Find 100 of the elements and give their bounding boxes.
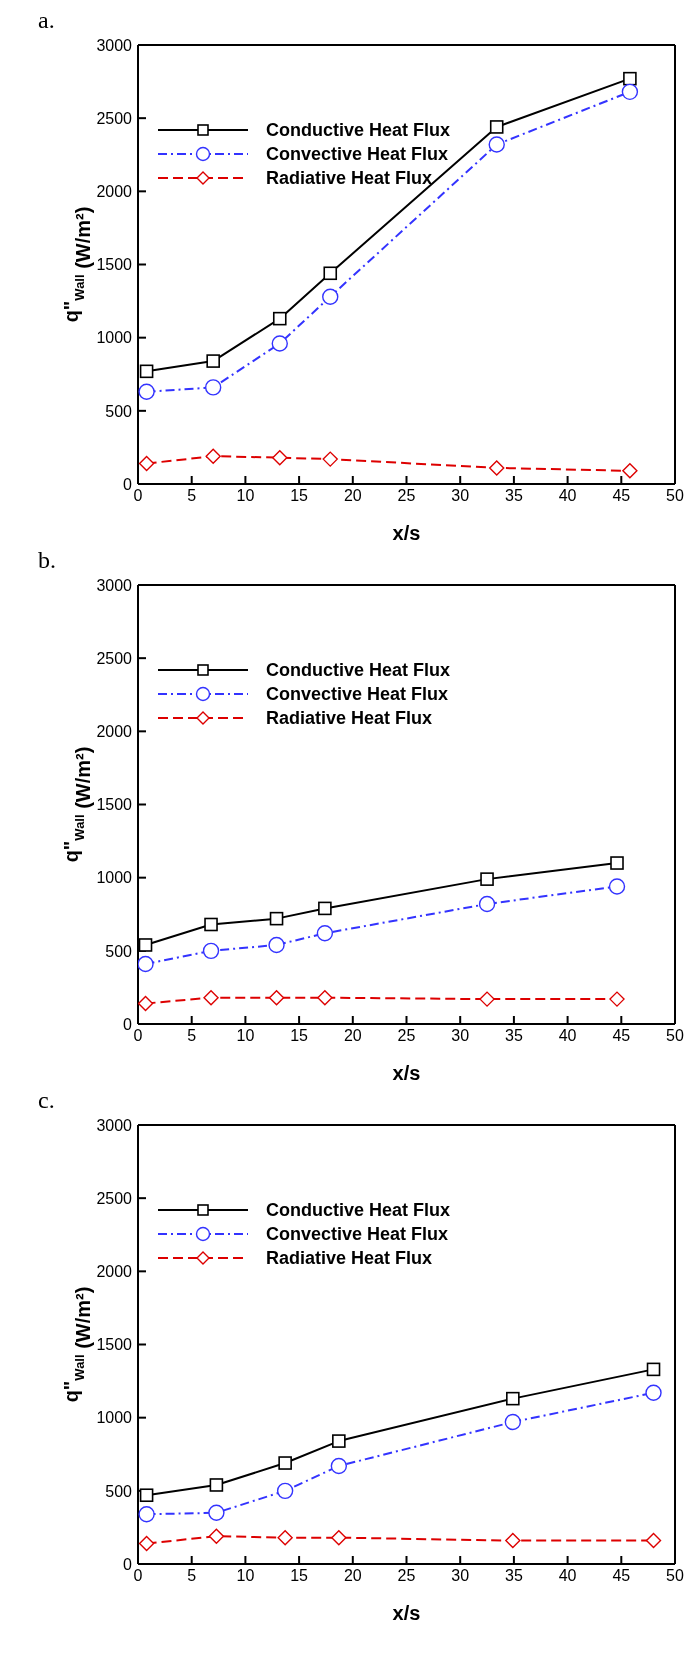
point xyxy=(610,856,624,870)
legend-label: Convective Heat Flux xyxy=(266,683,449,705)
point xyxy=(645,1384,662,1401)
point xyxy=(645,1532,662,1549)
y-tick-label: 3000 xyxy=(96,576,133,594)
y-tick-label: 2500 xyxy=(96,649,133,667)
x-tick-label: 40 xyxy=(558,1567,577,1585)
x-tick-label: 5 xyxy=(187,1027,197,1045)
point xyxy=(330,1457,348,1475)
legend-label: Convective Heat Flux xyxy=(266,1223,449,1245)
point xyxy=(139,1488,154,1503)
y-tick-label: 2500 xyxy=(96,1189,133,1207)
point xyxy=(322,451,338,467)
point xyxy=(506,1391,520,1406)
point xyxy=(489,120,504,134)
point xyxy=(622,463,638,479)
x-tick-label: 30 xyxy=(451,487,470,505)
x-tick-label: 50 xyxy=(666,1567,684,1585)
chart-title: b. xyxy=(38,547,57,573)
x-tick-label: 25 xyxy=(397,487,416,505)
point xyxy=(621,83,639,101)
point xyxy=(269,911,284,926)
y-tick-label: 1000 xyxy=(96,869,133,887)
y-tick-label: 0 xyxy=(123,1555,133,1573)
legend-label: Convective Heat Flux xyxy=(266,143,449,165)
point xyxy=(278,1456,292,1470)
point xyxy=(203,989,219,1006)
point xyxy=(208,1528,225,1544)
y-tick-label: 2000 xyxy=(96,1263,133,1281)
x-tick-label: 5 xyxy=(187,487,197,505)
x-tick-label: 10 xyxy=(236,1027,255,1045)
legend-label: Radiative Heat Flux xyxy=(266,707,433,729)
x-tick-label: 50 xyxy=(666,487,684,505)
y-tick-label: 2000 xyxy=(96,183,133,201)
legend-label: Conductive Heat Flux xyxy=(266,1199,451,1221)
y-tick-label: 1000 xyxy=(96,329,133,347)
y-tick-label: 0 xyxy=(123,475,133,493)
point xyxy=(322,288,339,305)
point xyxy=(138,1506,155,1523)
y-tick-label: 1500 xyxy=(96,1336,133,1354)
y-tick-label: 1000 xyxy=(96,1409,133,1427)
x-tick-label: 25 xyxy=(397,1567,416,1585)
x-tick-label: 10 xyxy=(236,1567,255,1585)
x-tick-label: 50 xyxy=(666,1027,684,1045)
x-tick-label: 30 xyxy=(451,1567,470,1585)
x-tick-label: 30 xyxy=(451,1027,470,1045)
point xyxy=(272,449,288,466)
chart-title: a. xyxy=(38,7,56,33)
point xyxy=(271,335,288,352)
y-tick-label: 2000 xyxy=(96,723,133,741)
point xyxy=(489,460,505,476)
x-tick-label: 35 xyxy=(505,1567,523,1585)
x-tick-label: 45 xyxy=(612,1567,631,1585)
legend-label: Radiative Heat Flux xyxy=(266,167,433,189)
point xyxy=(204,379,222,396)
point xyxy=(206,354,220,368)
point xyxy=(478,895,496,913)
point xyxy=(268,989,285,1006)
legend-label: Radiative Heat Flux xyxy=(266,1247,433,1269)
point xyxy=(138,955,154,973)
point xyxy=(204,917,218,932)
point xyxy=(272,311,287,326)
y-tick-label: 500 xyxy=(105,402,133,420)
x-tick-label: 45 xyxy=(612,1027,631,1045)
x-tick-label: 40 xyxy=(558,1027,577,1045)
point xyxy=(317,989,333,1006)
point xyxy=(276,1482,294,1500)
point xyxy=(332,1434,346,1448)
point xyxy=(608,878,626,895)
y-tick-label: 1500 xyxy=(96,796,133,814)
x-tick-label: 15 xyxy=(290,487,309,505)
point xyxy=(138,938,153,952)
point xyxy=(488,136,505,153)
y-tick-label: 2500 xyxy=(96,109,133,127)
point xyxy=(646,1362,661,1377)
x-tick-label: 15 xyxy=(290,1567,309,1585)
point xyxy=(205,448,221,464)
point xyxy=(268,936,285,954)
point xyxy=(623,71,637,86)
point xyxy=(208,1504,225,1521)
x-tick-label: 15 xyxy=(290,1027,309,1045)
y-tick-label: 3000 xyxy=(96,36,133,54)
point xyxy=(609,991,625,1007)
point xyxy=(209,1478,224,1492)
point xyxy=(138,995,154,1012)
point xyxy=(504,1413,522,1431)
x-tick-label: 35 xyxy=(505,1027,523,1045)
point xyxy=(318,901,332,916)
x-tick-label: 45 xyxy=(612,487,631,505)
x-tick-label: 20 xyxy=(343,1567,362,1585)
y-tick-label: 0 xyxy=(123,1015,133,1033)
x-tick-label: 40 xyxy=(558,487,577,505)
point xyxy=(138,455,155,472)
point xyxy=(138,1535,155,1552)
legend-label: Conductive Heat Flux xyxy=(266,119,451,141)
point xyxy=(480,872,494,886)
point xyxy=(323,266,338,281)
x-axis-title: x/s xyxy=(392,1062,421,1084)
y-tick-label: 500 xyxy=(105,1482,133,1500)
chart-title: c. xyxy=(38,1087,56,1113)
